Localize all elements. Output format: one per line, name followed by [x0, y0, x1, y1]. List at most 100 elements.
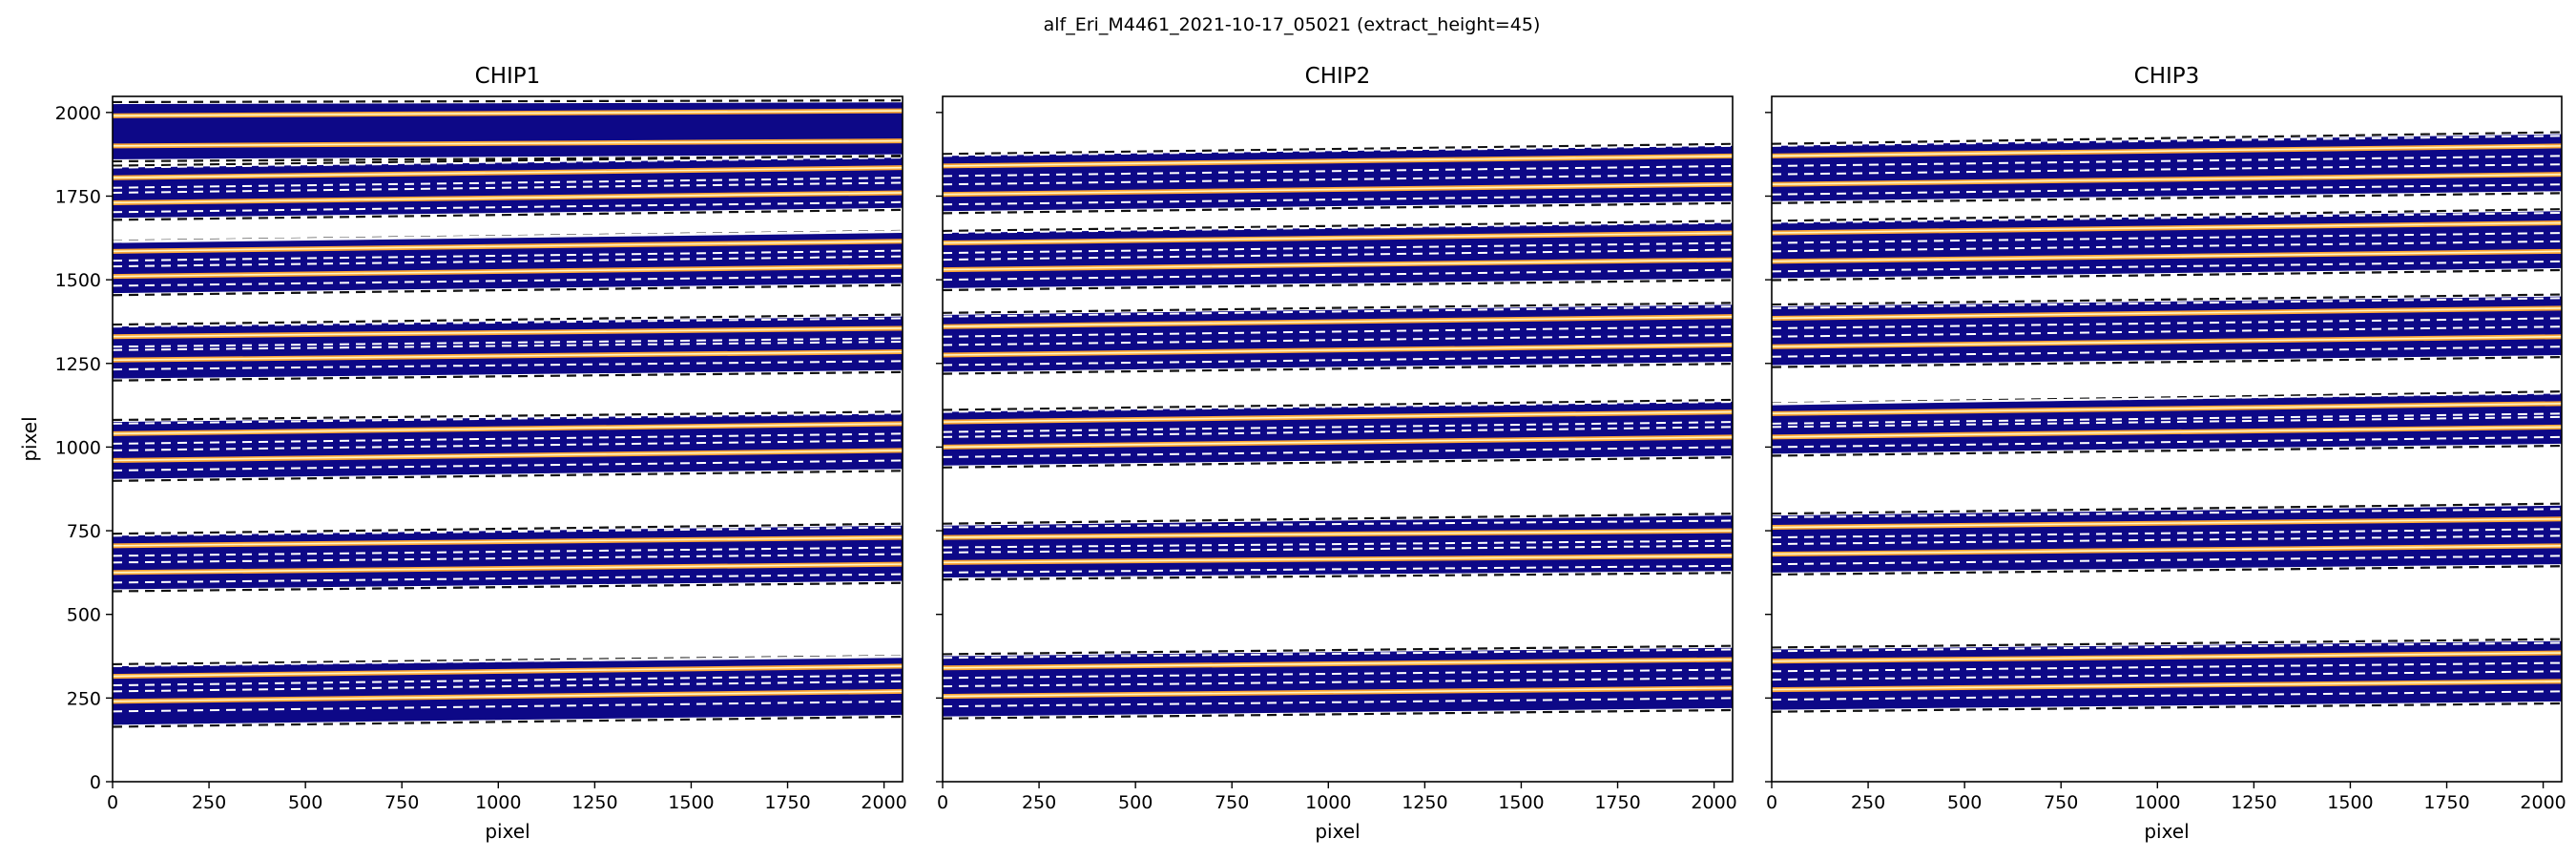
extraction-limit-line	[943, 325, 1733, 338]
extraction-limit-line	[1772, 690, 2562, 702]
chart-panel-3: CHIP3 0 250 500 750 1000 1250 1500 1750 2000 pixel	[1765, 64, 2566, 843]
plot-area	[113, 99, 903, 728]
y-tick-label: 1250	[55, 354, 101, 375]
spectral-trace-core	[1772, 426, 2562, 438]
spectral-trace-core	[943, 183, 1733, 196]
order-edge-line	[1772, 131, 2562, 145]
spectral-trace-core	[943, 436, 1733, 449]
extraction-limit-line	[1772, 412, 2562, 425]
extraction-limit-line	[943, 668, 1733, 680]
x-tick-label: 750	[384, 792, 419, 813]
x-tick-label: 1750	[2423, 792, 2469, 813]
extraction-limit-line	[113, 274, 903, 287]
spectral-trace-core	[943, 659, 1733, 669]
x-tick-label: 750	[2044, 792, 2078, 813]
echelle-order	[113, 313, 903, 382]
echelle-order	[1772, 502, 2562, 576]
extraction-limit-line	[943, 446, 1733, 458]
order-edge-line	[1772, 356, 2562, 368]
x-tick-label: 1000	[1305, 792, 1351, 813]
plot-area	[943, 142, 1733, 720]
echelle-order	[943, 142, 1733, 215]
order-edge-line	[943, 644, 1733, 656]
order-edge-line	[113, 715, 903, 728]
spectral-trace-core	[1772, 221, 2562, 234]
x-tick-label: 750	[1215, 792, 1249, 813]
spectral-trace-core	[1772, 681, 2562, 691]
extraction-limit-line	[943, 305, 1733, 318]
echelle-order	[1772, 638, 2562, 713]
extraction-limit-line	[1772, 155, 2562, 167]
spectral-trace-core	[943, 687, 1733, 698]
order-edge-line	[943, 279, 1733, 292]
order-edge-line	[1772, 502, 2562, 515]
y-tick-label: 1000	[55, 437, 101, 458]
extraction-limit-line	[943, 354, 1733, 367]
echelle-order	[943, 644, 1733, 720]
extraction-limit-line	[943, 144, 1733, 157]
extraction-limit-line	[943, 697, 1733, 708]
chart-title: CHIP3	[2134, 64, 2200, 89]
y-tick-label: 250	[67, 688, 101, 709]
spectral-trace-core	[113, 536, 903, 547]
extraction-limit-line	[1772, 534, 2562, 546]
order-edge-line	[113, 208, 903, 221]
extraction-limit-line	[113, 177, 903, 189]
y-tick-label: 750	[67, 521, 101, 542]
x-tick-label: 500	[1947, 792, 1982, 813]
order-edge-line	[1772, 268, 2562, 282]
extraction-limit-line	[1772, 163, 2562, 176]
echelle-order	[943, 398, 1733, 469]
extraction-limit-line	[113, 337, 903, 348]
spectral-trace-core	[943, 315, 1733, 328]
spectral-trace-core	[113, 665, 903, 678]
spectral-trace-core	[113, 563, 903, 574]
x-tick-label: 1750	[1594, 792, 1640, 813]
x-tick-label: 1250	[1402, 792, 1447, 813]
spectral-trace-core	[1772, 652, 2562, 662]
extraction-limit-line	[943, 421, 1733, 433]
extraction-limit-line	[1772, 661, 2562, 673]
chart-panel-2: CHIP2 0 250 500 750 1000 1250 1500 1750 2000 pixel	[936, 64, 1737, 843]
x-axis-label: pixel	[2144, 820, 2189, 843]
extraction-limit-line	[943, 401, 1733, 413]
order-edge-line	[113, 313, 903, 326]
spectral-trace-core	[113, 690, 903, 702]
echelle-order	[1772, 390, 2562, 457]
spectral-trace-core	[943, 530, 1733, 538]
spectral-trace-core	[1772, 250, 2562, 262]
order-band	[1772, 134, 2562, 201]
x-tick-label: 0	[107, 792, 118, 813]
extraction-limit-line	[113, 157, 903, 169]
extraction-limit-line	[943, 539, 1733, 549]
spectral-trace-core	[1772, 517, 2562, 529]
extraction-limit-line	[113, 181, 903, 194]
x-tick-label: 1750	[764, 792, 810, 813]
order-edge-line	[943, 398, 1733, 411]
x-tick-label: 1500	[1498, 792, 1544, 813]
extraction-limit-line	[943, 221, 1733, 235]
chart-title: CHIP2	[1305, 64, 1371, 89]
order-edge-line	[1772, 293, 2562, 306]
order-edge-line	[113, 410, 903, 422]
extraction-limit-line	[1772, 508, 2562, 519]
echelle-order	[113, 154, 903, 221]
order-band	[943, 304, 1733, 372]
order-edge-line	[1772, 565, 2562, 576]
extraction-limit-line	[1772, 415, 2562, 429]
order-edge-line	[1772, 444, 2562, 457]
spectral-trace-core	[113, 241, 903, 253]
order-edge-line	[113, 370, 903, 382]
echelle-order	[943, 220, 1733, 292]
spectral-trace-core	[943, 232, 1733, 244]
extraction-limit-line	[943, 248, 1733, 262]
echelle-order	[113, 655, 903, 728]
spectral-trace-core	[943, 555, 1733, 564]
order-edge-line	[943, 220, 1733, 233]
spectral-trace-core	[113, 166, 903, 178]
extraction-limit-line	[1772, 325, 2562, 338]
extraction-limit-line	[1772, 641, 2562, 653]
extraction-limit-line	[1772, 555, 2562, 566]
extraction-limit-line	[113, 340, 903, 351]
y-tick-label: 1750	[55, 186, 101, 207]
